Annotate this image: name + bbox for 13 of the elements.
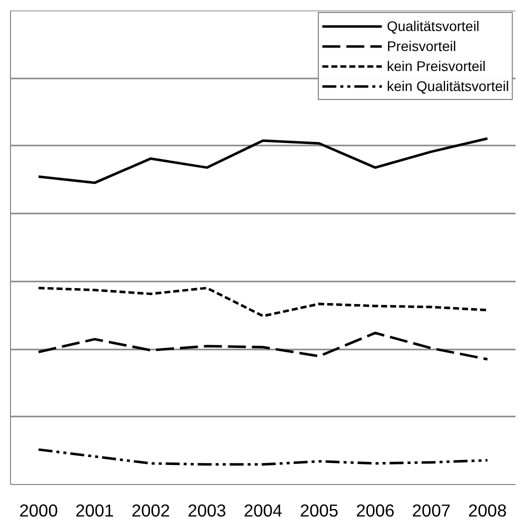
legend-label: Qualitätsvorteil bbox=[386, 18, 480, 34]
legend-label: kein Preisvorteil bbox=[386, 58, 486, 74]
x-tick-label: 2003 bbox=[188, 500, 226, 519]
x-tick-label: 2007 bbox=[412, 500, 451, 519]
legend-label: kein Qualitätsvorteil bbox=[386, 78, 509, 94]
x-tick-label: 2006 bbox=[356, 500, 395, 519]
x-tick-label: 2008 bbox=[468, 500, 507, 519]
legend-label: Preisvorteil bbox=[386, 38, 456, 54]
x-tick-label: 2004 bbox=[244, 500, 283, 519]
x-tick-label: 2005 bbox=[300, 500, 338, 519]
x-tick-label: 2000 bbox=[19, 500, 58, 519]
x-tick-label: 2001 bbox=[75, 500, 114, 519]
x-tick-label: 2002 bbox=[132, 500, 170, 519]
